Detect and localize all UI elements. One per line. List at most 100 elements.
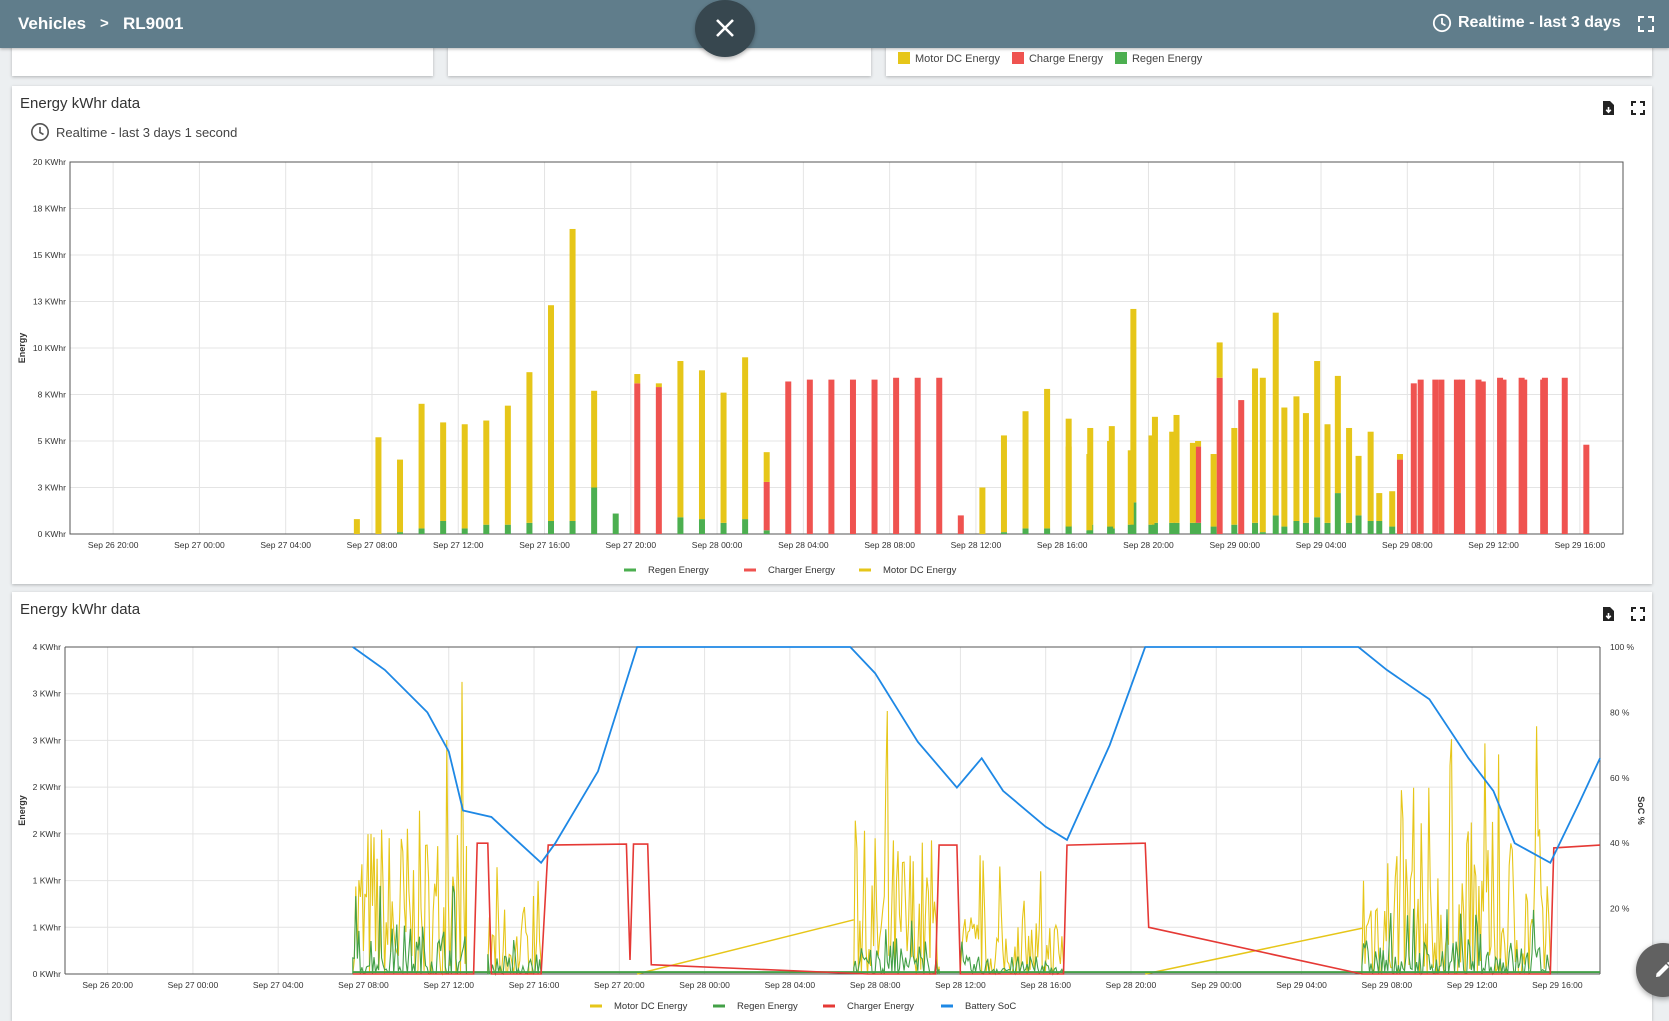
bar-motor-dc-energy: [1252, 368, 1259, 523]
bar-motor-dc-energy: [1216, 342, 1223, 378]
breadcrumb-current: RL9001: [123, 14, 184, 33]
bar-regen-energy: [397, 532, 404, 534]
bar-regen-energy: [1231, 524, 1238, 534]
bar-charger-energy: [936, 377, 943, 534]
y-right-tick-label: 60 %: [1610, 773, 1630, 783]
bar-charger-energy: [893, 377, 900, 534]
close-button[interactable]: [695, 0, 755, 57]
x-tick-label: Sep 29 16:00: [1532, 980, 1583, 990]
bar-charger-energy: [849, 379, 856, 534]
bar-motor-dc-energy: [1259, 377, 1266, 533]
bar-motor-dc-energy: [655, 383, 662, 388]
bar-regen-energy: [677, 517, 684, 534]
panel-title: Energy kWhr data: [20, 601, 141, 618]
bar-motor-dc-energy: [742, 357, 749, 520]
bar-regen-energy: [1189, 522, 1196, 534]
bar-regen-energy: [483, 524, 490, 534]
bar-motor-dc-energy: [1022, 411, 1029, 529]
y-right-tick-label: 40 %: [1610, 838, 1630, 848]
fullscreen-icon[interactable]: [1629, 605, 1647, 623]
bar-motor-dc-energy: [763, 452, 770, 482]
x-tick-label: Sep 28 16:00: [1037, 540, 1088, 550]
bar-charger-energy: [763, 481, 770, 531]
x-tick-label: Sep 28 12:00: [951, 540, 1002, 550]
bar-motor-dc-energy: [1281, 407, 1288, 527]
bar-motor-dc-energy: [1107, 441, 1114, 527]
bar-motor-dc-energy: [375, 437, 382, 534]
x-tick-label: Sep 29 12:00: [1468, 540, 1519, 550]
bar-regen-energy: [1334, 493, 1341, 534]
bar-motor-dc-energy: [1302, 413, 1309, 523]
energy-soc-line-chart: 0 KWhr 1 KWhr 1 KWhr 2 KWhr 2 KWhr 3 KWhr 3 KW…: [17, 642, 1646, 1012]
bar-regen-energy: [1173, 522, 1180, 534]
bar-motor-dc-energy: [634, 374, 641, 384]
x-tick-label: Sep 28 04:00: [778, 540, 829, 550]
x-tick-label: Sep 29 00:00: [1209, 540, 1260, 550]
bar-charger-energy: [1438, 379, 1445, 534]
y-tick-label: 10 KWhr: [33, 343, 66, 353]
panel-title: Energy kWhr data: [20, 95, 141, 112]
y-right-tick-label: 20 %: [1610, 904, 1630, 914]
bar-motor-dc-energy: [569, 228, 576, 521]
x-tick-label: Sep 28 12:00: [935, 980, 986, 990]
bar-regen-energy: [612, 513, 619, 534]
bar-regen-energy: [1127, 524, 1134, 534]
time-range-selector[interactable]: Realtime - last 3 days: [1432, 13, 1621, 33]
bar-charger-energy: [828, 379, 835, 534]
x-tick-label: Sep 27 08:00: [347, 540, 398, 550]
export-file-icon[interactable]: [1599, 605, 1617, 623]
time-range-label: Realtime - last 3 days: [1458, 14, 1621, 31]
bar-motor-dc-energy: [1231, 427, 1238, 525]
x-tick-label: Sep 27 20:00: [606, 540, 657, 550]
x-tick-label: Sep 27 16:00: [519, 540, 570, 550]
x-tick-label: Sep 29 08:00: [1362, 980, 1413, 990]
bar-charger-energy: [1500, 379, 1507, 534]
breadcrumb-vehicles[interactable]: Vehicles: [18, 14, 87, 33]
bar-motor-dc-energy: [1272, 312, 1279, 516]
y-right-tick-label: 80 %: [1610, 707, 1630, 717]
bar-regen-energy: [1195, 522, 1202, 534]
fullscreen-icon[interactable]: [1629, 99, 1647, 117]
panel-subtitle: Realtime - last 3 days 1 second: [30, 122, 237, 142]
bar-motor-dc-energy: [1044, 388, 1051, 529]
x-tick-label: Sep 27 04:00: [260, 540, 311, 550]
bar-regen-energy: [1252, 522, 1259, 534]
bar-charger-energy: [914, 377, 921, 534]
export-file-icon[interactable]: [1599, 99, 1617, 117]
x-tick-label: Sep 27 12:00: [423, 980, 474, 990]
bar-charger-energy: [785, 381, 792, 534]
bar-motor-dc-energy: [483, 420, 490, 525]
bar-charger-energy: [1410, 383, 1417, 534]
y-tick-label: 2 KWhr: [33, 782, 62, 792]
bar-regen-energy: [1389, 526, 1396, 534]
top-legend: Motor DC Energy Charge Energy Regen Ener…: [898, 52, 1202, 65]
y-tick-label: 0 KWhr: [38, 529, 67, 539]
x-tick-label: Sep 26 20:00: [82, 980, 133, 990]
bar-motor-dc-energy: [1151, 416, 1158, 523]
y-tick-label: 15 KWhr: [33, 250, 66, 260]
y-tick-label: 18 KWhr: [33, 204, 66, 214]
x-tick-label: Sep 28 00:00: [679, 980, 730, 990]
bar-charger-energy: [634, 383, 641, 534]
bar-motor-dc-energy: [1376, 493, 1383, 521]
bar-motor-dc-energy: [677, 361, 684, 518]
x-tick-label: Sep 29 16:00: [1555, 540, 1606, 550]
x-tick-label: Sep 28 20:00: [1123, 540, 1174, 550]
bar-regen-energy: [698, 519, 705, 534]
top-legend-item: Motor DC Energy: [898, 52, 1000, 65]
bar-regen-energy: [1259, 532, 1266, 534]
fullscreen-icon[interactable]: [1636, 14, 1656, 34]
y-tick-label: 5 KWhr: [38, 436, 67, 446]
bar-regen-energy: [1022, 528, 1029, 534]
x-tick-label: Sep 27 00:00: [168, 980, 219, 990]
bar-motor-dc-energy: [1334, 375, 1341, 494]
bar-regen-energy: [1151, 522, 1158, 534]
legend-label: Motor DC Energy: [614, 1001, 688, 1012]
bar-regen-energy: [1148, 524, 1155, 534]
bar-charger-energy: [871, 379, 878, 534]
bar-regen-energy: [504, 524, 511, 534]
clock-icon: [31, 123, 49, 141]
bar-charger-energy: [1521, 379, 1528, 534]
series-motor-dc-energy-gap: [636, 919, 1363, 975]
bar-motor-dc-energy: [698, 370, 705, 520]
